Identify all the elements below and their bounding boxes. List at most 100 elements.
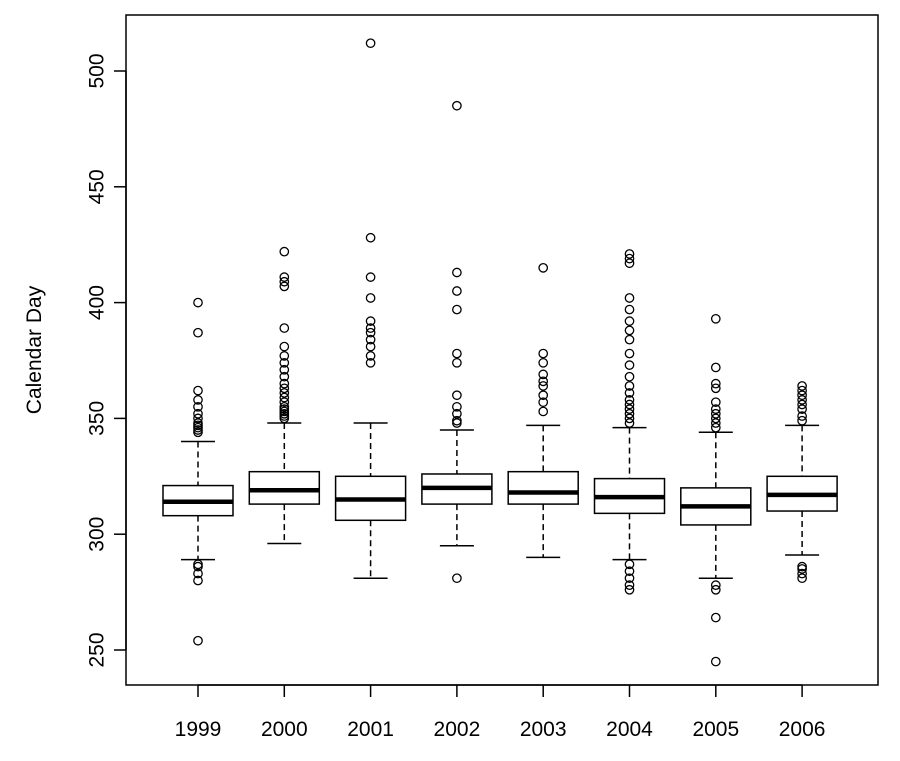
- outlier-point: [624, 395, 635, 405]
- box-2004: [593, 249, 666, 595]
- outlier-point: [710, 580, 721, 591]
- outlier-point: [538, 369, 549, 380]
- y-tick-label: 400: [85, 285, 108, 320]
- outlier-point: [797, 415, 807, 426]
- outlier-point: [452, 100, 462, 111]
- x-tick-label: 2003: [520, 718, 567, 741]
- outlier-point: [538, 357, 549, 368]
- y-tick-label: 250: [85, 632, 108, 667]
- outlier-point: [365, 232, 376, 243]
- outlier-point: [279, 401, 290, 412]
- outlier-point: [193, 327, 203, 338]
- outlier-point: [365, 38, 376, 49]
- x-tick-label: 2004: [606, 718, 653, 741]
- outlier-point: [452, 390, 462, 401]
- box-2002: [421, 100, 493, 584]
- outlier-point: [193, 568, 203, 579]
- outlier-point: [452, 304, 462, 315]
- outlier-point: [624, 253, 635, 264]
- outlier-point: [279, 351, 290, 361]
- y-tick-label: 300: [85, 517, 108, 552]
- outlier-point: [624, 404, 635, 414]
- outlier-point: [538, 397, 549, 408]
- outlier-point: [452, 415, 462, 426]
- box-2005: [680, 313, 752, 667]
- outlier-point: [279, 323, 290, 333]
- box-2000: [248, 246, 321, 545]
- outlier-point: [710, 584, 721, 595]
- outlier-point: [538, 348, 549, 359]
- outlier-point: [365, 272, 376, 282]
- iqr-box: [248, 470, 321, 505]
- outlier-point: [279, 397, 290, 408]
- outlier-point: [624, 573, 635, 584]
- outlier-point: [538, 390, 549, 401]
- outlier-point: [193, 408, 203, 419]
- outlier-point: [279, 281, 290, 292]
- outlier-point: [797, 399, 807, 410]
- outlier-point: [710, 418, 721, 428]
- outlier-point: [279, 392, 290, 403]
- outlier-point: [538, 263, 549, 273]
- plot-frame: [125, 14, 879, 686]
- outlier-point: [797, 404, 807, 414]
- outlier-point: [193, 297, 203, 308]
- outlier-point: [365, 293, 376, 303]
- outlier-point: [710, 397, 721, 408]
- outlier-point: [624, 580, 635, 591]
- x-tick-label: 2002: [434, 718, 481, 741]
- outlier-point: [365, 341, 376, 352]
- outlier-point: [279, 341, 290, 352]
- outlier-point: [624, 334, 635, 345]
- outlier-point: [710, 656, 721, 667]
- outlier-point: [624, 418, 635, 428]
- outlier-point: [452, 286, 462, 296]
- outlier-point: [279, 272, 290, 282]
- outlier-point: [797, 381, 807, 391]
- x-tick-label: 1999: [175, 718, 222, 741]
- outlier-point: [710, 612, 721, 623]
- outlier-point: [624, 388, 635, 398]
- outlier-point: [279, 364, 290, 375]
- outlier-point: [797, 573, 807, 584]
- outlier-point: [452, 348, 462, 359]
- outlier-point: [624, 381, 635, 391]
- outlier-point: [452, 408, 462, 419]
- outlier-point: [193, 413, 203, 424]
- outlier-point: [279, 378, 290, 389]
- outlier-point: [365, 334, 376, 345]
- outlier-point: [279, 388, 290, 398]
- outlier-point: [710, 383, 721, 394]
- outlier-point: [624, 258, 635, 269]
- outlier-point: [193, 635, 203, 646]
- outlier-point: [538, 381, 549, 391]
- outlier-point: [538, 406, 549, 417]
- x-tick-label: 2000: [261, 718, 308, 741]
- box-2006: [766, 381, 838, 584]
- outlier-point: [452, 573, 462, 584]
- outlier-point: [710, 413, 721, 424]
- outlier-point: [624, 408, 635, 419]
- outlier-point: [710, 422, 721, 433]
- outlier-point: [624, 249, 635, 259]
- outlier-point: [710, 408, 721, 419]
- outlier-point: [193, 559, 203, 570]
- outlier-point: [279, 371, 290, 382]
- y-axis-title: Calendar Day: [23, 285, 46, 414]
- outlier-point: [710, 313, 721, 324]
- outlier-point: [624, 584, 635, 595]
- outlier-point: [365, 323, 376, 333]
- outlier-point: [193, 575, 203, 586]
- outlier-point: [710, 362, 721, 373]
- outlier-point: [797, 561, 807, 572]
- outlier-point: [624, 559, 635, 570]
- outlier-point: [624, 371, 635, 382]
- y-tick-label: 500: [85, 53, 108, 88]
- outlier-point: [624, 316, 635, 326]
- outlier-point: [538, 376, 549, 387]
- outlier-point: [193, 418, 203, 428]
- box-2001: [334, 38, 407, 579]
- outlier-point: [365, 316, 376, 326]
- outlier-point: [624, 304, 635, 315]
